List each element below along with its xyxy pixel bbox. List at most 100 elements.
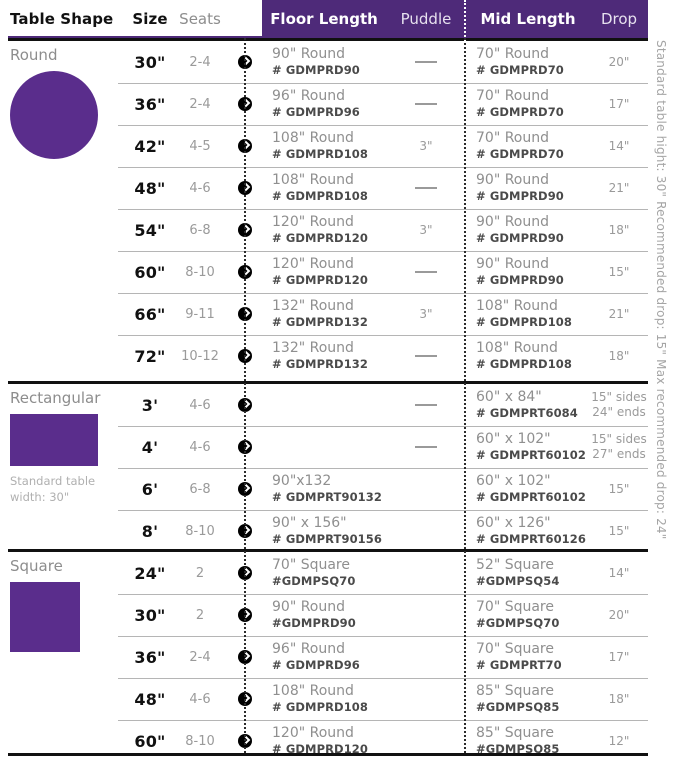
table-row[interactable]: 54" 6-8 120" Round # GDMPRD120 3" 90" Round # …	[0, 209, 648, 251]
mid-length-name: 85" Square	[476, 682, 554, 699]
size-value: 36"	[134, 647, 166, 667]
floor-length-name: 132" Round	[272, 339, 354, 356]
mid-length-name: 60" x 84"	[476, 388, 542, 405]
cell-seats: 4-6	[172, 426, 228, 468]
cell-size: 6'	[128, 468, 172, 510]
table-row[interactable]: 36" 2-4 96" Round # GDMPRD96 70" Round # GDMP…	[0, 83, 648, 125]
table-row[interactable]: 8' 8-10 90" x 156" # GDMPRT90156 60" x 126" #…	[0, 510, 648, 552]
seats-value: 4-5	[189, 138, 211, 154]
mid-length-sku: # GDMPRD70	[476, 104, 564, 119]
mid-length-sku: # GDMPRD90	[476, 188, 564, 203]
section-divider	[8, 38, 648, 41]
mid-length-name: 52" Square	[476, 556, 554, 573]
guide-dotted-right	[464, 38, 466, 753]
mid-length-sku: # GDMPRT70	[476, 657, 562, 672]
cell-floor-length: 132" Round # GDMPRD132	[262, 293, 386, 335]
table-row[interactable]: 42" 4-5 108" Round # GDMPRD108 3" 70" Round # …	[0, 125, 648, 167]
section-divider	[8, 381, 648, 384]
cell-puddle	[386, 468, 466, 510]
mid-length-name: 85" Square	[476, 724, 554, 741]
seats-value: 2	[195, 607, 205, 623]
column-header-table-shape: Table Shape	[10, 0, 128, 38]
cell-seats: 10-12	[172, 335, 228, 377]
seats-value: 2-4	[189, 96, 211, 112]
seats-value: 8-10	[185, 733, 215, 749]
table-row[interactable]: 30" 2-4 90" Round # GDMPRD90 70" Round # GDMP…	[0, 41, 648, 83]
row-divider	[118, 678, 648, 679]
cell-mid-length: 70" Round # GDMPRD70	[466, 125, 590, 167]
table-section-rectangular: Rectangular Standard table width: 30" 3' 4-…	[0, 381, 648, 553]
cell-size: 24"	[128, 552, 172, 594]
mid-length-sku: # GDMPRD90	[476, 272, 564, 287]
column-header-mid-length: Mid Length	[466, 0, 590, 38]
row-divider	[118, 636, 648, 637]
cell-floor-length	[262, 384, 386, 426]
seats-value: 6-8	[189, 222, 211, 238]
mid-length-sku: #GDMPSQ54	[476, 573, 560, 588]
shape-label: Round	[10, 46, 58, 64]
cell-drop: 14"	[590, 125, 648, 167]
size-value: 54"	[134, 220, 166, 240]
seats-value: 9-11	[185, 306, 215, 322]
mid-length-sku: # GDMPRT60102	[476, 447, 586, 462]
row-divider	[118, 125, 648, 126]
table-section-round: Round 30" 2-4 90" Round # GDMPRD90 70" Round #…	[0, 38, 648, 378]
cell-drop: 17"	[590, 83, 648, 125]
mid-length-name: 60" x 102"	[476, 430, 551, 447]
mid-length-sku: # GDMPRT60102	[476, 489, 586, 504]
floor-length-name: 132" Round	[272, 297, 354, 314]
cell-mid-length: 90" Round # GDMPRD90	[466, 251, 590, 293]
table-row[interactable]: 24" 2 70" Square #GDMPSQ70 52" Square #GDMPSQ…	[0, 552, 648, 594]
cell-puddle	[386, 552, 466, 594]
cell-size: 30"	[128, 41, 172, 83]
table-row[interactable]: 72" 10-12 132" Round # GDMPRD132 108" Round #…	[0, 335, 648, 377]
cell-drop: 21"	[590, 293, 648, 335]
table-row[interactable]: 4' 4-6 60" x 102" # GDMPRT60102 15" sides 27"…	[0, 426, 648, 468]
table-row[interactable]: 48" 4-6 108" Round # GDMPRD108 90" Round # GD…	[0, 167, 648, 209]
row-divider	[118, 468, 648, 469]
column-header-floor-length: Floor Length	[262, 0, 386, 38]
cell-mid-length: 108" Round # GDMPRD108	[466, 335, 590, 377]
column-header-puddle-label: Puddle	[400, 10, 452, 28]
row-divider	[118, 426, 648, 427]
floor-length-sku: # GDMPRD120	[272, 230, 369, 245]
table-row[interactable]: 3' 4-6 60" x 84" # GDMPRT6084 15" sides 24" e…	[0, 384, 648, 426]
table-row[interactable]: 48" 4-6 108" Round # GDMPRD108 85" Square #GD…	[0, 678, 648, 720]
cell-mid-length: 60" x 102" # GDMPRT60102	[466, 468, 590, 510]
table-row[interactable]: 66" 9-11 132" Round # GDMPRD132 3" 108" Round…	[0, 293, 648, 335]
cell-puddle	[386, 167, 466, 209]
cell-size: 48"	[128, 167, 172, 209]
drop-value: 15"	[608, 481, 630, 496]
table-row[interactable]: 36" 2-4 96" Round # GDMPRD96 70" Square # GDM…	[0, 636, 648, 678]
table-row[interactable]: 6' 6-8 90"x132 # GDMPRT90132 60" x 102" # GDM…	[0, 468, 648, 510]
mid-length-name: 70" Square	[476, 598, 554, 615]
drop-value: 14"	[608, 565, 630, 580]
table-row[interactable]: 30" 2 90" Round #GDMPRD90 70" Square #GDMPSQ7…	[0, 594, 648, 636]
puddle-dash-icon	[415, 355, 437, 357]
floor-length-sku: # GDMPRD132	[272, 314, 369, 329]
drop-value: 14"	[608, 138, 630, 153]
table-section-square: Square 24" 2 70" Square #GDMPSQ70 52" Square #…	[0, 549, 648, 759]
cell-floor-length: 96" Round # GDMPRD96	[262, 83, 386, 125]
drop-value: 21"	[608, 306, 630, 321]
shape-swatch-rect	[10, 414, 98, 466]
cell-size: 4'	[128, 426, 172, 468]
cell-mid-length: 60" x 84" # GDMPRT6084	[466, 384, 590, 426]
table-row[interactable]: 60" 8-10 120" Round # GDMPRD120 85" Square #G…	[0, 720, 648, 759]
cell-puddle: 3"	[386, 293, 466, 335]
floor-length-sku: # GDMPRD108	[272, 188, 369, 203]
header-purple-bar	[262, 0, 648, 38]
mid-length-sku: #GDMPSQ70	[476, 615, 560, 630]
mid-length-name: 90" Round	[476, 171, 550, 188]
cell-seats: 8-10	[172, 720, 228, 759]
row-divider	[118, 510, 648, 511]
floor-length-name: 96" Round	[272, 640, 346, 657]
mid-length-name: 70" Round	[476, 129, 550, 146]
table-row[interactable]: 60" 8-10 120" Round # GDMPRD120 90" Round # G…	[0, 251, 648, 293]
cell-floor-length	[262, 426, 386, 468]
cell-size: 72"	[128, 335, 172, 377]
puddle-value: 3"	[419, 222, 433, 237]
size-value: 60"	[134, 731, 166, 751]
mid-length-sku: # GDMPRD108	[476, 314, 573, 329]
puddle-dash-icon	[415, 446, 437, 448]
